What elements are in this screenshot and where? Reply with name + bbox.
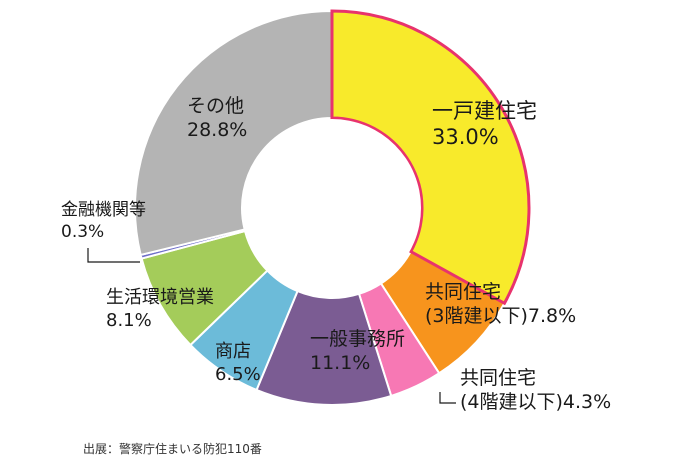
donut-hole bbox=[243, 119, 421, 297]
slice-label-5-line-0: 生活環境営業 bbox=[106, 287, 214, 308]
slice-highlight-outline bbox=[330, 9, 531, 306]
slice-label-1-line-0: 共同住宅 bbox=[425, 281, 501, 303]
labels-group: 一戸建住宅33.0%共同住宅(3階建以下)7.8%共同住宅(4階建以下)4.3%… bbox=[61, 95, 611, 413]
slice-7 bbox=[134, 9, 333, 257]
slice-label-3-line-1: 11.1% bbox=[310, 352, 370, 374]
slice-label-7-line-1: 28.8% bbox=[187, 119, 247, 141]
slice-label-2-line-1: (4階建以下)4.3% bbox=[460, 391, 611, 413]
leader-line-financial bbox=[87, 248, 140, 263]
slice-label-1-line-1: (3階建以下)7.8% bbox=[425, 305, 576, 327]
leader-line-apartment-4 bbox=[439, 392, 456, 404]
slice-label-6-line-1: 0.3% bbox=[61, 222, 104, 242]
slice-label-3-line-0: 一般事務所 bbox=[310, 328, 405, 350]
slice-label-6-line-0: 金融機関等 bbox=[61, 200, 146, 220]
source-note: 出展：警察庁住まいる防犯110番 bbox=[83, 442, 262, 456]
slice-label-2-line-0: 共同住宅 bbox=[460, 367, 536, 389]
slice-label-5-line-1: 8.1% bbox=[106, 310, 152, 331]
slice-label-7-line-0: その他 bbox=[187, 95, 244, 117]
slices-group bbox=[134, 9, 531, 406]
slice-label-4-line-0: 商店 bbox=[215, 341, 251, 362]
slice-label-4-line-1: 6.5% bbox=[215, 364, 261, 385]
slice-label-0-line-1: 33.0% bbox=[432, 125, 499, 149]
slice-label-0-line-0: 一戸建住宅 bbox=[432, 99, 537, 123]
